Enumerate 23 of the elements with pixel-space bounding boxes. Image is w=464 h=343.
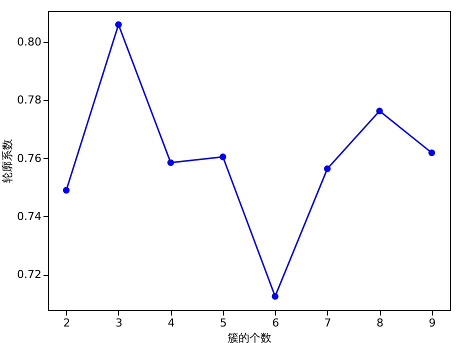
point (115, 21, 122, 28)
y-tick-label: 0.76 (17, 152, 42, 165)
y-tick-label: 0.80 (17, 36, 42, 49)
point (167, 159, 174, 166)
x-tick-label: 6 (272, 316, 280, 330)
y-tick-label: 0.74 (17, 210, 42, 223)
point (428, 149, 436, 156)
point (324, 165, 331, 172)
point (62, 186, 70, 194)
x-tick-label: 5 (220, 316, 227, 330)
x-tick-label: 4 (168, 316, 175, 330)
x-tick-label: 7 (324, 316, 332, 330)
x-tick-label: 2 (63, 316, 70, 330)
y-tick-label: 0.78 (17, 94, 42, 107)
x-tick-label: 8 (376, 316, 384, 330)
y-tick-label: 0.72 (17, 268, 42, 282)
x-tick-label: 9 (428, 316, 436, 330)
y-axis-title: 轮廓系数 (1, 139, 14, 183)
x-axis-title: 簇的个数 (228, 332, 272, 343)
point (376, 108, 383, 114)
point (272, 292, 278, 300)
x-tick-label: 3 (115, 316, 122, 330)
point (220, 154, 226, 160)
